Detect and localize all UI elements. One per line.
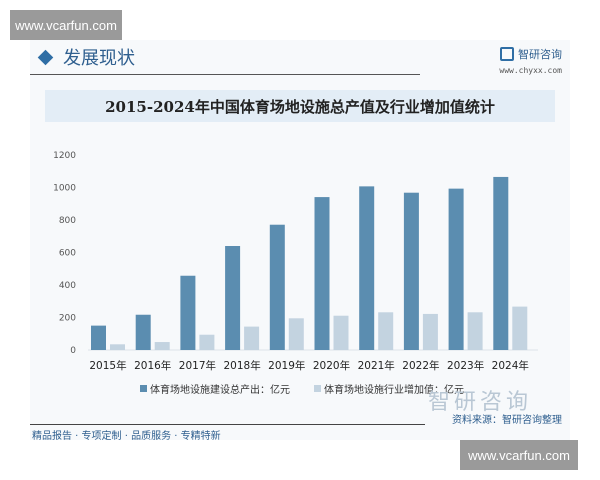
chart-title: 2015-2024年中国体育场地设施总产值及行业增加值统计 [45, 90, 555, 122]
x-tick-label: 2021年 [358, 359, 395, 372]
legend-swatch [314, 385, 321, 392]
bar-output [180, 275, 196, 350]
logo-icon [500, 47, 514, 61]
x-tick-label: 2024年 [492, 359, 529, 372]
bar-value-added [378, 312, 394, 350]
source-note: 资料来源：智研咨询整理 [452, 415, 562, 426]
y-tick-label: 1200 [53, 151, 76, 161]
bar-value-added [467, 312, 483, 350]
footer-slogan: 精品报告 · 专项定制 · 品质服务 · 专精特新 [32, 431, 221, 442]
bar-output [403, 192, 419, 350]
watermark-top: www.vcarfun.com [10, 10, 122, 40]
y-tick-label: 200 [59, 314, 76, 324]
legend-label: 体育场地设施行业增加值：亿元 [324, 385, 464, 396]
brand-watermark: 智研咨询 [428, 390, 533, 415]
bar-value-added [154, 342, 170, 350]
bar-value-added [333, 315, 349, 350]
bar-output [135, 314, 151, 350]
x-tick-label: 2017年 [179, 359, 216, 372]
legend-item-value-added: 体育场地设施行业增加值：亿元 [314, 381, 464, 396]
bar-output [269, 224, 285, 350]
x-tick-label: 2023年 [447, 359, 484, 372]
x-tick-label: 2020年 [313, 359, 350, 372]
y-tick-label: 1000 [53, 184, 76, 194]
bar-value-added [422, 313, 438, 350]
x-tick-label: 2018年 [223, 359, 260, 372]
section-title: 发展现状 [63, 48, 135, 69]
brand-name: 智研咨询 [518, 48, 562, 61]
bar-output [359, 186, 375, 350]
footer-divider [30, 424, 425, 425]
x-tick-label: 2016年 [134, 359, 171, 372]
brand-logo: 智研咨询 [500, 46, 562, 62]
bar-output [225, 246, 241, 350]
legend-swatch [140, 385, 147, 392]
bar-output [448, 188, 464, 350]
bar-value-added [110, 344, 125, 350]
bar-output [493, 176, 509, 350]
bar-value-added [244, 326, 260, 350]
legend: 体育场地设施建设总产出：亿元 体育场地设施行业增加值：亿元 [140, 381, 464, 396]
bar-value-added [512, 306, 528, 350]
bar-output [314, 197, 330, 350]
bar-output [91, 325, 106, 350]
x-tick-label: 2015年 [89, 359, 126, 372]
watermark-bottom: www.vcarfun.com [460, 440, 578, 470]
x-tick-label: 2019年 [268, 359, 305, 372]
divider [30, 74, 420, 75]
section-header: 发展现状 [36, 44, 135, 70]
y-tick-label: 400 [59, 281, 76, 291]
y-tick-label: 800 [59, 216, 76, 226]
legend-item-output: 体育场地设施建设总产出：亿元 [140, 381, 290, 396]
y-tick-label: 600 [59, 249, 76, 259]
x-tick-label: 2022年 [402, 359, 439, 372]
bar-value-added [288, 318, 304, 350]
y-tick-label: 0 [70, 346, 76, 356]
legend-label: 体育场地设施建设总产出：亿元 [150, 385, 290, 396]
bar-value-added [199, 334, 215, 350]
brand-url: www.chyxx.com [499, 66, 562, 75]
